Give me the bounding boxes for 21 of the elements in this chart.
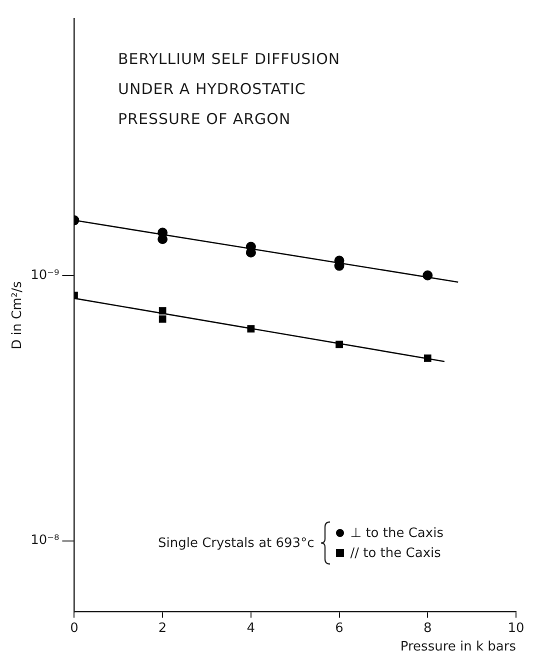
point	[158, 307, 166, 315]
point	[158, 315, 166, 323]
y-tick-label: 10⁻⁸	[30, 533, 60, 548]
x-tick-label: 4	[246, 620, 256, 636]
point	[336, 340, 343, 348]
x-axis-title: Pressure in k bars	[400, 640, 516, 655]
annotation: Single Crystals at 693°c	[158, 536, 314, 550]
x-tick-label: 2	[158, 620, 167, 636]
x-tick-label: 6	[335, 620, 344, 636]
legend-label: // to the Caxis	[350, 546, 441, 560]
x-tick-label: 8	[424, 620, 432, 636]
point	[247, 325, 255, 333]
x-tick-label: 0	[70, 620, 78, 636]
y-axis-title: D in Cm²/s	[10, 280, 26, 350]
point	[158, 234, 168, 244]
point	[422, 270, 433, 280]
legend-label: ⊥ to the Caxis	[350, 526, 444, 540]
y-tick-label: 10⁻⁹	[30, 268, 60, 283]
point	[424, 354, 432, 362]
x-tick-label: 10	[508, 620, 524, 636]
text: BERYLLIUM SELF DIFFUSION UNDER A HYDROSTATIC PRESSURE OF ARGON	[118, 49, 342, 130]
